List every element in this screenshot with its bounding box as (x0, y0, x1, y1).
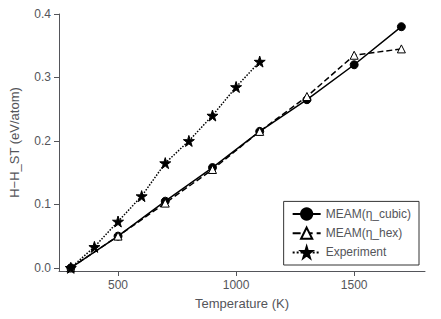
svg-text:H−H_ST (eV/atom): H−H_ST (eV/atom) (7, 87, 22, 198)
svg-text:Temperature (K): Temperature (K) (195, 296, 289, 311)
svg-text:0.3: 0.3 (34, 70, 51, 84)
svg-text:1000: 1000 (223, 278, 250, 292)
svg-text:0.4: 0.4 (34, 7, 51, 21)
svg-text:Experiment: Experiment (326, 245, 387, 259)
svg-text:MEAM(η_hex): MEAM(η_hex) (326, 226, 403, 240)
svg-text:0.2: 0.2 (34, 134, 51, 148)
svg-text:0.0: 0.0 (34, 261, 51, 275)
svg-text:500: 500 (108, 278, 128, 292)
svg-text:0.1: 0.1 (34, 197, 51, 211)
svg-text:MEAM(η_cubic): MEAM(η_cubic) (326, 207, 411, 221)
svg-text:1500: 1500 (341, 278, 368, 292)
